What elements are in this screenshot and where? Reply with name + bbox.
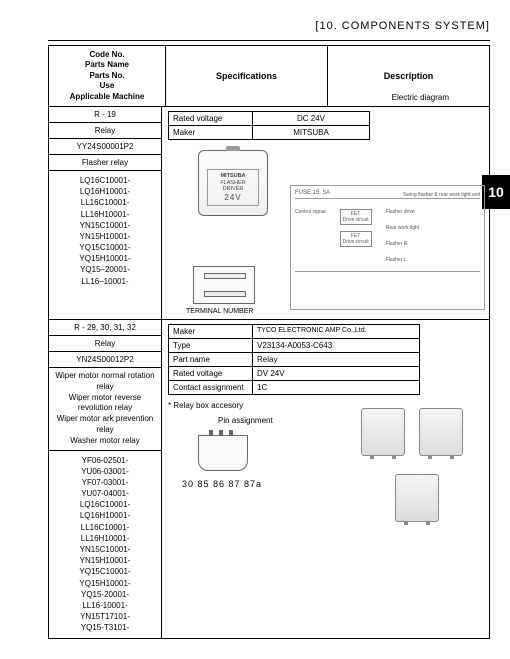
spec-label: Type: [169, 339, 253, 352]
fet-box: FET Drive circuit: [340, 209, 372, 225]
machine-list: LQ16C10001- LQ16H10001- LL16C10001- LL16…: [49, 171, 161, 291]
electric-diagram: FUSE 15. 5A Swing flasher & rear work li…: [290, 185, 485, 310]
terminal-illustration: [193, 266, 255, 304]
parts-name: Relay: [49, 123, 161, 139]
relay-illustration: MITSUBA FLASHER DRIVER 24V: [198, 150, 268, 216]
spec-value: MITSUBA: [253, 126, 369, 139]
right-column: Rated voltage DC 24V Maker MITSUBA MITSU…: [162, 107, 489, 319]
spec-table: MakerTYCO ELECTRONIC AMP Co.,Ltd. TypeV2…: [168, 324, 420, 395]
component-block-2: R - 29, 30, 31, 32 Relay YN24S00012P2 Wi…: [48, 320, 490, 639]
col-header-specs: Specifications: [166, 46, 328, 106]
spec-value: 1C: [253, 381, 419, 394]
relay-photo-bottom: [395, 474, 439, 522]
spec-label: Part name: [169, 353, 253, 366]
flasher-sw-label: Flasher drive: [386, 209, 419, 215]
relay-label-plate: MITSUBA FLASHER DRIVER 24V: [207, 169, 259, 206]
col-header-left: Code No. Parts Name Parts No. Use Applic…: [49, 46, 166, 106]
pin-box: [198, 435, 248, 471]
spec-label: Maker: [169, 325, 253, 338]
spec-value: V23134-A0053-C643: [253, 339, 419, 352]
right-column: MakerTYCO ELECTRONIC AMP Co.,Ltd. TypeV2…: [162, 320, 489, 638]
relay-photo-side: [419, 408, 463, 456]
parts-no: YN24S00012P2: [49, 352, 161, 368]
spec-label: Contact assignment: [169, 381, 253, 394]
spec-row: Maker MITSUBA: [169, 125, 369, 139]
diagram-title: Electric diagram: [392, 93, 449, 102]
spec-value: DV 24V: [253, 367, 419, 380]
relay-photo-front: [361, 408, 405, 456]
use-list: Wiper motor normal rotation relay Wiper …: [49, 368, 161, 451]
pin-diagram: [198, 435, 248, 475]
spec-label: Rated voltage: [169, 367, 253, 380]
parts-name: Relay: [49, 336, 161, 352]
spec-label: Maker: [169, 126, 253, 139]
spec-table: Rated voltage DC 24V Maker MITSUBA: [168, 111, 370, 140]
flasher-r-label: Flasher R: [386, 241, 419, 247]
fet-box: FET Drive circuit: [340, 231, 372, 247]
code-no: R - 19: [49, 107, 161, 123]
rear-work-label: Rear work light: [386, 225, 419, 231]
use: Flasher relay: [49, 155, 161, 171]
left-column: R - 29, 30, 31, 32 Relay YN24S00012P2 Wi…: [49, 320, 162, 638]
relay-voltage: 24V: [210, 193, 256, 203]
spec-value: Relay: [253, 353, 419, 366]
spec-row: Rated voltage DC 24V: [169, 112, 369, 125]
parts-no: YY24S00001P2: [49, 139, 161, 155]
page: [10. COMPONENTS SYSTEM] Code No. Parts N…: [0, 0, 510, 659]
component-block-1: R - 19 Relay YY24S00001P2 Flasher relay …: [48, 107, 490, 320]
control-label: Control signal: [295, 209, 326, 215]
header-underline: [48, 40, 490, 41]
machine-list: YF06-02501- YU06-03001- YF07-03001- YU07…: [49, 451, 161, 638]
spec-value: TYCO ELECTRONIC AMP Co.,Ltd.: [253, 325, 419, 338]
swing-label: Swing flasher & rear work light unit: [403, 192, 480, 198]
flasher-l-label: Flasher L: [386, 257, 419, 263]
spec-label: Rated voltage: [169, 112, 253, 125]
relay-type: FLASHER DRIVER: [210, 180, 256, 193]
code-no: R - 29, 30, 31, 32: [49, 320, 161, 336]
left-column: R - 19 Relay YY24S00001P2 Flasher relay …: [49, 107, 162, 319]
relay-maker: MITSUBA: [210, 173, 256, 180]
spec-value: DC 24V: [253, 112, 369, 125]
section-header: [10. COMPONENTS SYSTEM]: [48, 20, 490, 32]
